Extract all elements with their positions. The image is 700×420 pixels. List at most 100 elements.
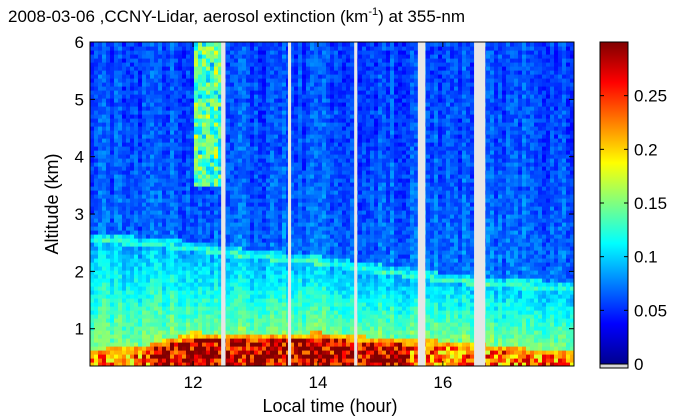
heatmap-cell <box>242 110 247 115</box>
heatmap-cell <box>126 210 131 215</box>
heatmap-cell <box>226 286 231 291</box>
heatmap-cell <box>278 202 283 207</box>
heatmap-cell <box>274 134 279 139</box>
heatmap-cell <box>282 298 287 303</box>
heatmap-cell <box>318 174 323 179</box>
heatmap-cell <box>250 150 255 155</box>
heatmap-cell <box>258 342 263 347</box>
heatmap-cell <box>134 58 139 63</box>
heatmap-cell <box>166 54 171 59</box>
heatmap-cell <box>262 206 267 211</box>
heatmap-cell <box>306 306 311 311</box>
heatmap-cell <box>270 162 275 167</box>
heatmap-cell <box>198 86 203 91</box>
heatmap-cell <box>246 154 251 159</box>
heatmap-cell <box>330 318 335 323</box>
heatmap-cell <box>290 46 295 51</box>
heatmap-cell <box>306 310 311 315</box>
heatmap-cell <box>210 78 215 83</box>
heatmap-cell <box>298 130 303 135</box>
heatmap-cell <box>98 114 103 119</box>
heatmap-cell <box>246 342 251 347</box>
heatmap-cell <box>218 126 223 131</box>
heatmap-cell <box>146 234 151 239</box>
heatmap-cell <box>98 186 103 191</box>
heatmap-cell <box>202 310 207 315</box>
heatmap-cell <box>210 274 215 279</box>
heatmap-cell <box>318 230 323 235</box>
heatmap-cell <box>142 254 147 259</box>
heatmap-cell <box>310 42 315 47</box>
heatmap-cell <box>218 286 223 291</box>
heatmap-cell <box>262 58 267 63</box>
heatmap-cell <box>142 274 147 279</box>
heatmap-cell <box>114 42 119 47</box>
heatmap-cell <box>114 354 119 359</box>
heatmap-cell <box>166 70 171 75</box>
heatmap-cell <box>230 122 235 127</box>
heatmap-cell <box>322 242 327 247</box>
heatmap-cell <box>230 314 235 319</box>
heatmap-cell <box>270 330 275 335</box>
heatmap-cell <box>246 210 251 215</box>
heatmap-cell <box>118 202 123 207</box>
heatmap-cell <box>170 46 175 51</box>
heatmap-cell <box>234 154 239 159</box>
heatmap-cell <box>210 158 215 163</box>
heatmap-cell <box>194 134 199 139</box>
heatmap-cell <box>242 262 247 267</box>
heatmap-cell <box>194 290 199 295</box>
heatmap-cell <box>162 134 167 139</box>
heatmap-cell <box>274 54 279 59</box>
heatmap-cell <box>310 346 315 351</box>
heatmap-cell <box>98 138 103 143</box>
heatmap-cell <box>154 334 159 339</box>
heatmap-cell <box>262 230 267 235</box>
heatmap-cell <box>290 290 295 295</box>
heatmap-cell <box>150 82 155 87</box>
heatmap-cell <box>242 190 247 195</box>
heatmap-cell <box>246 358 251 363</box>
heatmap-cell <box>250 330 255 335</box>
heatmap-cell <box>134 222 139 227</box>
heatmap-cell <box>314 118 319 123</box>
heatmap-cell <box>258 222 263 227</box>
heatmap-cell <box>170 298 175 303</box>
heatmap-cell <box>278 314 283 319</box>
heatmap-cell <box>102 114 107 119</box>
heatmap-cell <box>330 42 335 47</box>
heatmap-cell <box>194 206 199 211</box>
heatmap-cell <box>210 50 215 55</box>
heatmap-cell <box>318 222 323 227</box>
heatmap-cell <box>150 70 155 75</box>
heatmap-cell <box>258 58 263 63</box>
heatmap-cell <box>142 94 147 99</box>
heatmap-cell <box>322 230 327 235</box>
heatmap-cell <box>174 278 179 283</box>
heatmap-cell <box>134 90 139 95</box>
heatmap-cell <box>90 98 95 103</box>
heatmap-cell <box>182 334 187 339</box>
heatmap-cell <box>242 334 247 339</box>
heatmap-cell <box>142 318 147 323</box>
heatmap-cell <box>194 186 199 191</box>
heatmap-cell <box>246 250 251 255</box>
heatmap-cell <box>270 262 275 267</box>
heatmap-cell <box>198 306 203 311</box>
heatmap-cell <box>250 142 255 147</box>
heatmap-cell <box>94 166 99 171</box>
heatmap-cell <box>282 114 287 119</box>
heatmap-cell <box>162 258 167 263</box>
heatmap-cell <box>266 66 271 71</box>
heatmap-cell <box>310 250 315 255</box>
heatmap-cell <box>214 362 219 366</box>
heatmap-cell <box>278 214 283 219</box>
heatmap-cell <box>194 166 199 171</box>
heatmap-cell <box>330 266 335 271</box>
heatmap-cell <box>194 118 199 123</box>
heatmap-cell <box>106 146 111 151</box>
heatmap-cell <box>306 62 311 67</box>
heatmap-cell <box>154 246 159 251</box>
heatmap-cell <box>262 150 267 155</box>
